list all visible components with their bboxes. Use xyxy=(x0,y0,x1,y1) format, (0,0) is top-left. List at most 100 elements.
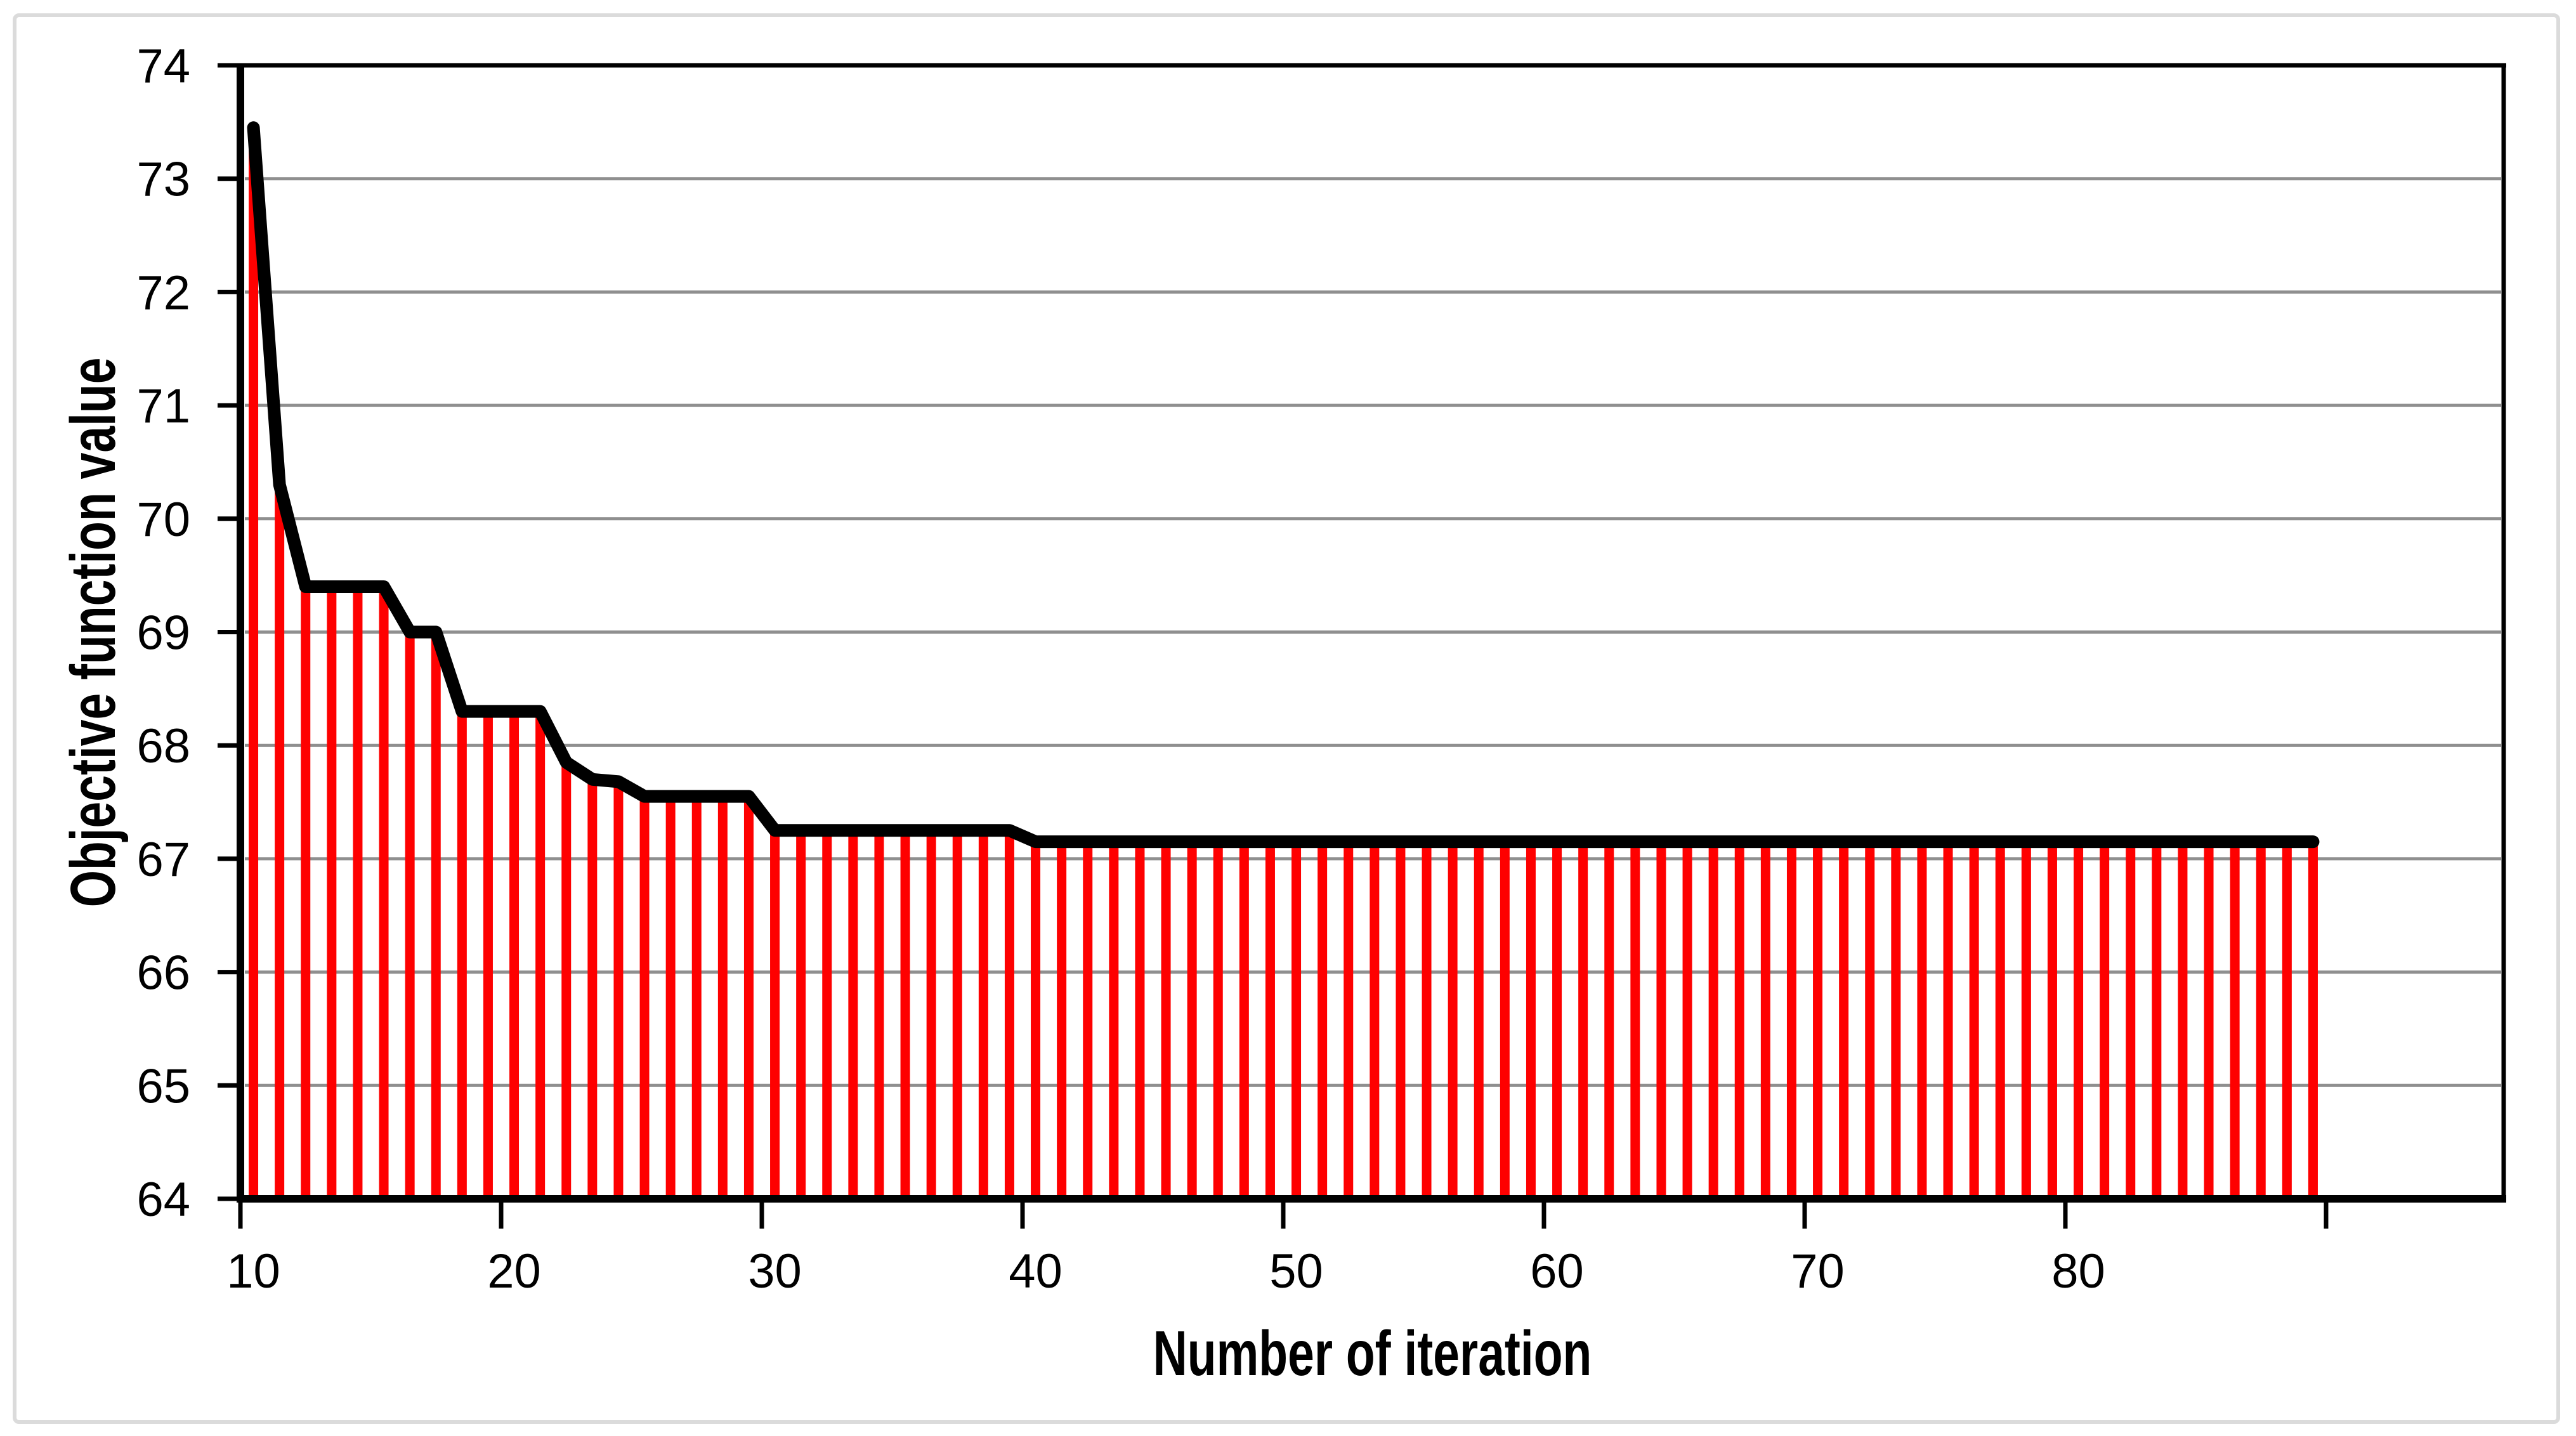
bar xyxy=(1422,842,1432,1199)
y-tick-label: 66 xyxy=(136,946,190,1000)
bar xyxy=(405,632,415,1199)
bar xyxy=(952,830,962,1199)
bar xyxy=(1213,842,1223,1199)
bar xyxy=(1552,842,1562,1199)
y-tick-label: 71 xyxy=(136,379,190,433)
bar xyxy=(1839,842,1849,1199)
bar xyxy=(1161,842,1171,1199)
bar xyxy=(796,830,806,1199)
x-tick-label: 20 xyxy=(487,1244,541,1298)
bar xyxy=(1813,842,1823,1199)
bar xyxy=(301,587,311,1199)
bar xyxy=(613,781,624,1199)
bar xyxy=(1135,842,1145,1199)
bar xyxy=(431,632,441,1199)
bar xyxy=(1187,842,1197,1199)
bar xyxy=(327,587,337,1199)
bar xyxy=(639,796,650,1199)
bar xyxy=(848,830,858,1199)
bar xyxy=(874,830,884,1199)
bar xyxy=(509,711,520,1199)
bar xyxy=(353,587,363,1199)
bar xyxy=(275,485,285,1199)
y-tick-label: 74 xyxy=(136,39,190,93)
bar xyxy=(457,711,467,1199)
bar xyxy=(1057,842,1067,1199)
bar xyxy=(1656,842,1666,1199)
bar xyxy=(743,796,754,1199)
bar xyxy=(1239,842,1249,1199)
x-axis-title: Number of iteration xyxy=(1153,1318,1592,1389)
bar xyxy=(770,830,780,1199)
bar xyxy=(1630,842,1640,1199)
bar xyxy=(379,587,389,1199)
bar xyxy=(1865,842,1875,1199)
bar xyxy=(249,127,259,1199)
bar xyxy=(1109,842,1119,1199)
y-axis-title: Objective function value xyxy=(58,357,129,908)
bar xyxy=(2256,842,2266,1199)
y-tick-label: 73 xyxy=(136,153,190,207)
x-tick-label: 30 xyxy=(748,1244,802,1298)
bar xyxy=(1474,842,1484,1199)
bar xyxy=(1891,842,1901,1199)
bar xyxy=(2178,842,2188,1199)
bar xyxy=(2152,842,2162,1199)
bar xyxy=(1031,842,1041,1199)
bar xyxy=(1083,842,1093,1199)
x-tick-label: 80 xyxy=(2051,1244,2105,1298)
bar xyxy=(1448,842,1458,1199)
bar xyxy=(2308,842,2318,1199)
bar xyxy=(717,796,728,1199)
bar xyxy=(1995,842,2005,1199)
y-tick-label: 68 xyxy=(136,719,190,773)
bar xyxy=(2074,842,2084,1199)
bar xyxy=(2282,842,2292,1199)
x-tick-label: 50 xyxy=(1269,1244,1323,1298)
bar xyxy=(1969,842,1979,1199)
y-tick-label: 69 xyxy=(136,606,190,660)
bar xyxy=(1682,842,1692,1199)
bar xyxy=(978,830,988,1199)
bar xyxy=(1344,842,1354,1199)
bar xyxy=(2047,842,2057,1199)
x-tick-label: 70 xyxy=(1791,1244,1845,1298)
x-tick-label: 10 xyxy=(226,1244,280,1298)
bar xyxy=(1265,842,1275,1199)
bar xyxy=(1526,842,1536,1199)
x-tick-label: 40 xyxy=(1009,1244,1062,1298)
y-tick-label: 72 xyxy=(136,266,190,320)
bar xyxy=(2204,842,2214,1199)
bar xyxy=(1500,842,1510,1199)
bar xyxy=(535,711,546,1199)
bar xyxy=(1370,842,1380,1199)
bar xyxy=(1004,830,1014,1199)
bar xyxy=(1317,842,1328,1199)
bar xyxy=(900,830,910,1199)
bar xyxy=(1291,842,1302,1199)
bar xyxy=(691,796,702,1199)
bar xyxy=(1396,842,1406,1199)
y-tick-label: 67 xyxy=(136,833,190,887)
bar xyxy=(1943,842,1953,1199)
bar xyxy=(1734,842,1744,1199)
bar xyxy=(587,779,598,1199)
x-tick-label: 60 xyxy=(1530,1244,1584,1298)
bar xyxy=(2230,842,2240,1199)
bar xyxy=(2021,842,2031,1199)
bar xyxy=(665,796,676,1199)
y-tick-label: 70 xyxy=(136,493,190,547)
bar xyxy=(1708,842,1718,1199)
y-tick-label: 65 xyxy=(136,1059,190,1113)
bar xyxy=(561,762,572,1199)
bar xyxy=(2100,842,2110,1199)
bar xyxy=(1578,842,1588,1199)
bar xyxy=(483,711,493,1199)
bar xyxy=(1604,842,1614,1199)
bar xyxy=(1917,842,1927,1199)
bar xyxy=(2126,842,2136,1199)
y-tick-label: 64 xyxy=(136,1173,190,1227)
bar xyxy=(822,830,832,1199)
